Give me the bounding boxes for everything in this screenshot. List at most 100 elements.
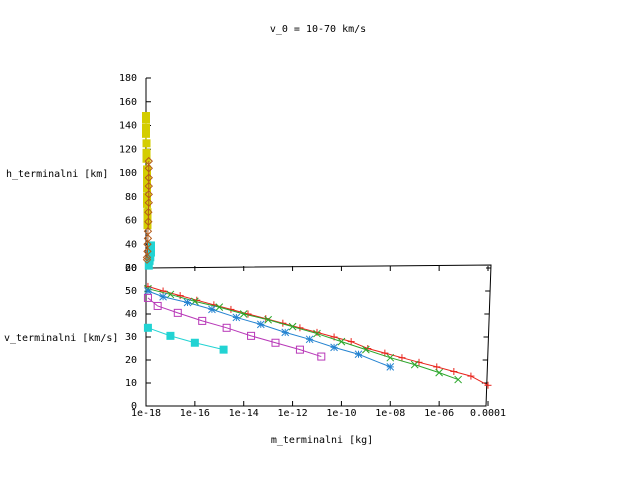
- data-point: [239, 310, 248, 318]
- data-point: [144, 198, 153, 207]
- data-point: [386, 353, 395, 362]
- data-point: [144, 207, 153, 217]
- data-point: [143, 323, 152, 332]
- data-point: [386, 363, 395, 371]
- data-point: [153, 301, 162, 310]
- data-point: [193, 296, 201, 304]
- series-line: [147, 327, 224, 351]
- v-panel: v_terminalni [km/s] 0 10 20 30 40 50 60: [4, 263, 492, 412]
- data-point: [144, 261, 153, 270]
- data-point: [454, 375, 463, 384]
- data-point: [215, 303, 224, 311]
- series-layer: [142, 112, 492, 389]
- data-point: [166, 290, 175, 299]
- data-point: [450, 368, 458, 375]
- h-panel: h_terminalni [km] 20 40 60 80 100 120 140 160 18…: [6, 73, 151, 274]
- h-tick-label: 60: [125, 216, 137, 227]
- series-cyan: [143, 323, 228, 354]
- series-brown: [142, 156, 153, 264]
- data-point: [362, 345, 370, 354]
- v-tick-label: 50: [125, 286, 137, 297]
- data-point: [144, 181, 153, 191]
- data-point: [142, 255, 152, 264]
- h-tick-label: 160: [119, 97, 137, 108]
- data-point: [317, 352, 326, 361]
- h-tick-label: 120: [119, 144, 137, 155]
- data-point: [264, 315, 272, 324]
- data-point: [281, 328, 290, 337]
- data-point: [330, 343, 338, 352]
- data-point: [183, 298, 192, 307]
- x-tick-label: 1e-06: [424, 408, 454, 419]
- data-point: [347, 338, 355, 346]
- data-point: [166, 331, 175, 340]
- data-point: [144, 164, 153, 173]
- data-point: [142, 253, 152, 262]
- data-point: [288, 322, 297, 331]
- x-tick-label: 1e-18: [131, 408, 161, 419]
- h-tick-label: 40: [125, 239, 137, 250]
- data-point: [144, 217, 153, 226]
- data-point: [247, 331, 256, 340]
- data-point: [142, 115, 150, 124]
- data-point: [232, 313, 241, 322]
- data-point: [142, 139, 151, 148]
- h-tick-label: 100: [119, 168, 137, 179]
- x-tick-label: 1e-14: [229, 408, 259, 419]
- x-tick-label: 1e-12: [278, 408, 308, 419]
- v-tick-label: 60: [125, 263, 137, 274]
- data-point: [144, 190, 153, 199]
- h-tick-label: 180: [119, 73, 137, 84]
- v-tick-label: 30: [125, 332, 137, 343]
- data-point: [143, 293, 152, 302]
- data-point: [173, 308, 182, 317]
- h-axis-label: h_terminalni [km]: [6, 169, 108, 180]
- data-point: [337, 337, 346, 346]
- data-point: [398, 354, 406, 362]
- data-point: [354, 350, 363, 359]
- x-tick-label: 0.0001: [470, 408, 506, 419]
- x-axis-label: m_terminalni [kg]: [271, 435, 373, 446]
- data-point: [364, 345, 372, 352]
- v-tick-label: 0: [131, 401, 137, 412]
- data-point: [222, 323, 231, 332]
- data-point: [143, 214, 152, 223]
- x-tick-label: 1e-16: [180, 408, 210, 419]
- data-point: [305, 335, 314, 344]
- data-point: [144, 287, 152, 295]
- h-tick-label: 140: [119, 121, 137, 132]
- h-tick-label: 20: [125, 263, 137, 274]
- v-axis-ticks: 0 10 20 30 40 50 60: [125, 263, 491, 412]
- series-line: [147, 288, 459, 381]
- chart-title: v_0 = 10-70 km/s: [270, 24, 366, 35]
- series-line: [147, 297, 322, 358]
- data-point: [256, 320, 265, 329]
- v-tick-label: 20: [125, 355, 137, 366]
- data-point: [176, 292, 184, 300]
- data-point: [144, 173, 153, 182]
- data-point: [190, 338, 199, 347]
- data-point: [159, 292, 167, 301]
- data-point: [435, 368, 443, 377]
- data-point: [219, 345, 228, 354]
- data-point: [198, 316, 207, 325]
- data-point: [208, 305, 216, 314]
- data-point: [410, 360, 419, 369]
- x-tick-label: 1e-10: [326, 408, 356, 419]
- series-green: [144, 284, 463, 384]
- data-point: [142, 129, 150, 138]
- v-tick-label: 40: [125, 309, 137, 320]
- data-point: [484, 381, 492, 389]
- data-point: [433, 363, 441, 371]
- x-axis-ticks: 1e-18 1e-16 1e-14 1e-12 1e-10 1e-08 1e-06 0.000…: [131, 266, 506, 419]
- v-axis-label: v_terminalni [km/s]: [4, 333, 118, 344]
- data-point: [295, 345, 304, 354]
- series-blue: [144, 287, 395, 371]
- data-point: [271, 338, 280, 347]
- series-magenta: [143, 293, 326, 361]
- data-point: [467, 372, 475, 380]
- h-tick-label: 80: [125, 192, 137, 203]
- x-tick-label: 1e-08: [375, 408, 405, 419]
- v-tick-label: 10: [125, 378, 137, 389]
